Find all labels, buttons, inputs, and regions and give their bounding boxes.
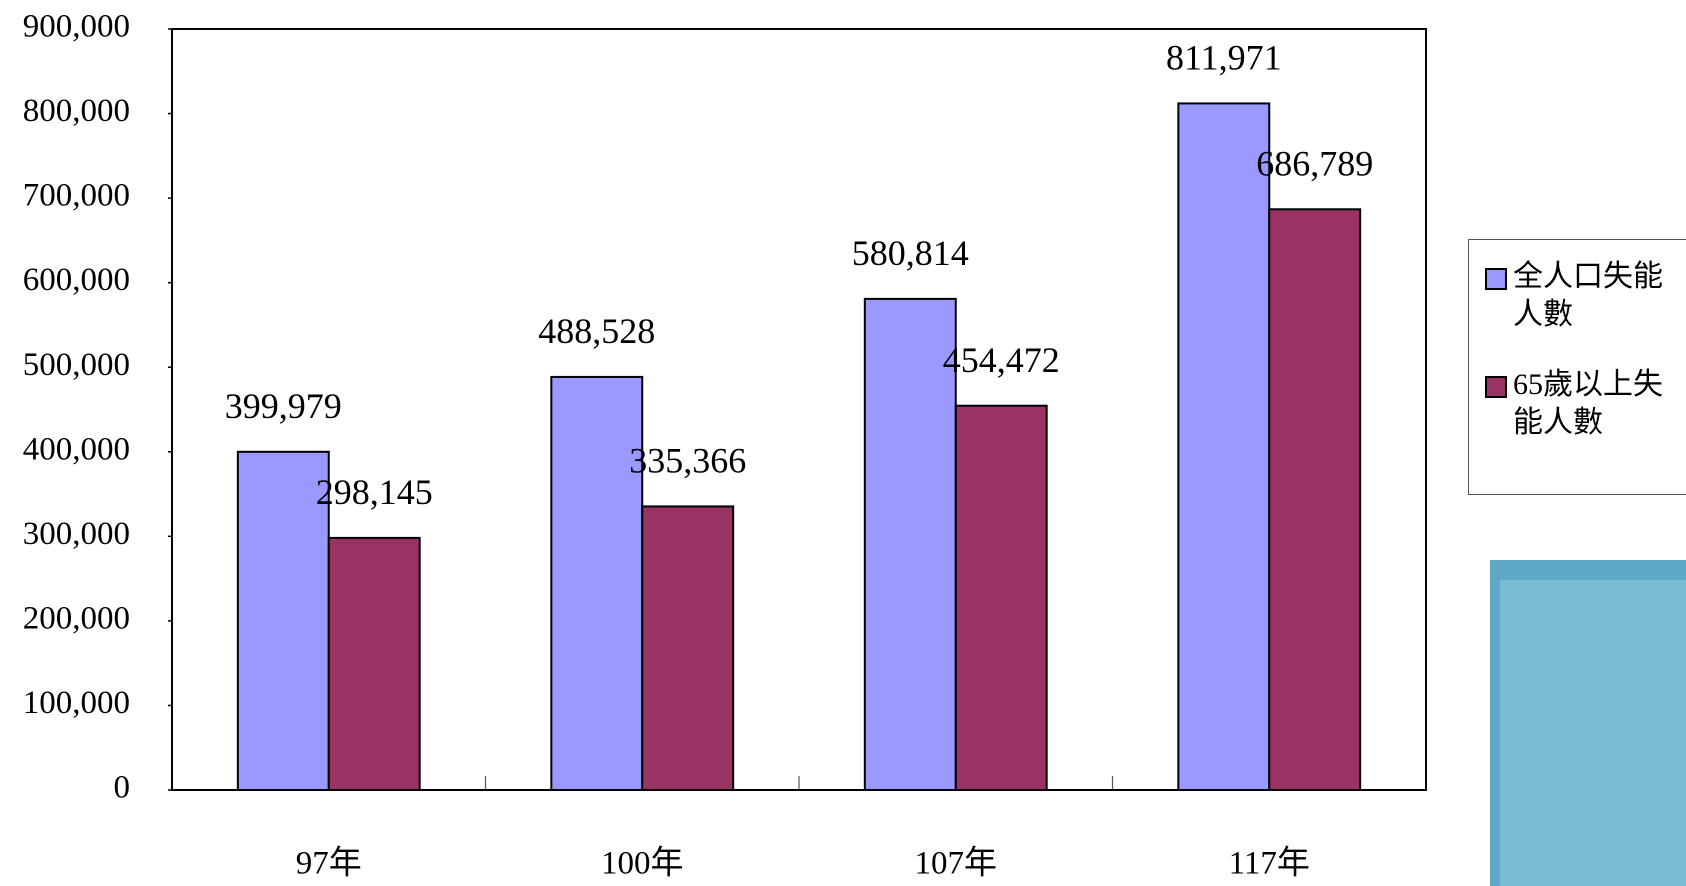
legend: 全人口失能人數 65歲以上失能人數 xyxy=(1468,239,1686,495)
legend-item: 65歲以上失能人數 xyxy=(1485,366,1673,442)
y-tick-label: 700,000 xyxy=(23,178,130,214)
x-tick-label: 100年 xyxy=(601,845,684,882)
y-tick-label: 500,000 xyxy=(23,347,130,383)
y-tick-label: 200,000 xyxy=(23,600,130,636)
y-tick-label: 100,000 xyxy=(23,685,130,721)
y-tick-label: 400,000 xyxy=(23,431,130,467)
x-tick-label: 97年 xyxy=(296,845,362,882)
value-label: 454,472 xyxy=(943,340,1060,380)
legend-swatch xyxy=(1485,376,1507,398)
value-label: 298,145 xyxy=(316,472,433,512)
y-tick-label: 800,000 xyxy=(23,93,130,129)
building-facade xyxy=(1500,580,1686,886)
bar xyxy=(641,505,735,791)
x-tick-label: 107年 xyxy=(915,845,998,882)
y-tick-label: 300,000 xyxy=(23,516,130,552)
bar xyxy=(1268,208,1362,791)
value-label: 686,789 xyxy=(1256,144,1373,184)
value-label: 580,814 xyxy=(852,233,969,273)
value-label: 488,528 xyxy=(538,311,655,351)
bar xyxy=(550,375,644,791)
y-tick-label: 900,000 xyxy=(23,9,130,45)
value-label: 399,979 xyxy=(225,386,342,426)
value-label: 335,366 xyxy=(629,441,746,481)
legend-label: 全人口失能人數 xyxy=(1513,260,1663,331)
x-tick-label: 117年 xyxy=(1229,845,1310,882)
legend-swatch xyxy=(1485,268,1507,290)
y-tick-label: 0 xyxy=(114,770,131,806)
bar xyxy=(863,297,957,791)
bar xyxy=(954,404,1048,791)
bar xyxy=(327,536,421,792)
legend-item: 全人口失能人數 xyxy=(1485,258,1673,334)
value-label: 811,971 xyxy=(1166,38,1282,78)
bar xyxy=(1177,102,1271,791)
bar xyxy=(236,450,330,791)
legend-label: 65歲以上失能人數 xyxy=(1513,368,1663,439)
y-tick-label: 600,000 xyxy=(23,262,130,298)
